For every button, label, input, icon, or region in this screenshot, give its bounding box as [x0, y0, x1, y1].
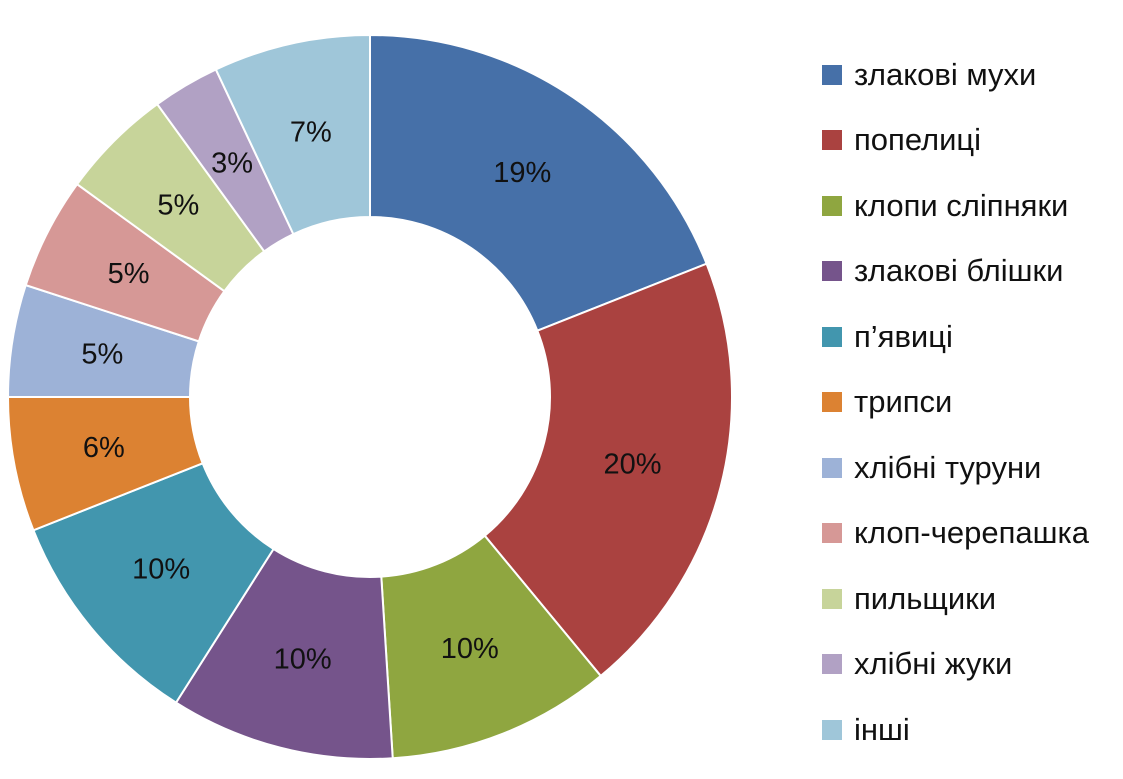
legend-label: п’явиці [854, 318, 953, 354]
legend-swatch [822, 654, 842, 675]
legend-item: злакові блішки [822, 239, 1089, 305]
donut-slice [369, 33, 708, 333]
slice-data-label: 10% [274, 643, 332, 675]
slice-data-label: 3% [211, 148, 253, 180]
legend-label: хлібні жуки [854, 646, 1013, 682]
slice-data-label: 20% [603, 448, 661, 480]
chart-legend: злакові мухи попелиці клопи сліпняки злаков… [822, 42, 1089, 763]
legend-item: пильщики [822, 566, 1089, 632]
slice-data-label: 6% [83, 432, 125, 464]
legend-label: інші [854, 711, 910, 747]
legend-swatch [822, 392, 842, 413]
legend-swatch [822, 457, 842, 478]
legend-label: трипси [854, 384, 953, 420]
slice-data-label: 5% [108, 258, 150, 290]
legend-label: пильщики [854, 580, 997, 616]
slice-data-label: 19% [493, 157, 551, 189]
legend-item: клопи сліпняки [822, 173, 1089, 239]
legend-swatch [822, 719, 842, 740]
legend-swatch [822, 523, 842, 544]
legend-label: клопи сліпняки [854, 187, 1069, 223]
legend-item: інші [822, 697, 1089, 763]
legend-item: п’явиці [822, 304, 1089, 370]
legend-swatch [822, 588, 842, 609]
slice-data-label: 7% [290, 117, 332, 149]
legend-item: хлібні туруни [822, 435, 1089, 501]
legend-item: трипси [822, 370, 1089, 436]
legend-item: клоп-черепашка [822, 501, 1089, 567]
slice-data-label: 5% [81, 339, 123, 371]
legend-label: клоп-черепашка [854, 515, 1089, 551]
slice-data-label: 5% [157, 189, 199, 221]
legend-label: злакові мухи [854, 56, 1037, 92]
legend-swatch [822, 326, 842, 347]
donut-slice [214, 33, 371, 236]
slice-data-label: 10% [132, 554, 190, 586]
donut-slice [483, 262, 733, 678]
legend-item: попелиці [822, 108, 1089, 174]
legend-swatch [822, 130, 842, 151]
slice-data-label: 10% [441, 633, 499, 665]
legend-label: попелиці [854, 122, 982, 158]
legend-label: хлібні туруни [854, 449, 1042, 485]
legend-swatch [822, 261, 842, 282]
legend-swatch [822, 195, 842, 216]
legend-label: злакові блішки [854, 253, 1064, 289]
legend-swatch [822, 64, 842, 85]
legend-item: хлібні жуки [822, 632, 1089, 698]
donut-chart: 19% 20% 10% 10% 10% 6% 5% 5% 5% 3% 7% [6, 33, 733, 760]
legend-item: злакові мухи [822, 42, 1089, 108]
